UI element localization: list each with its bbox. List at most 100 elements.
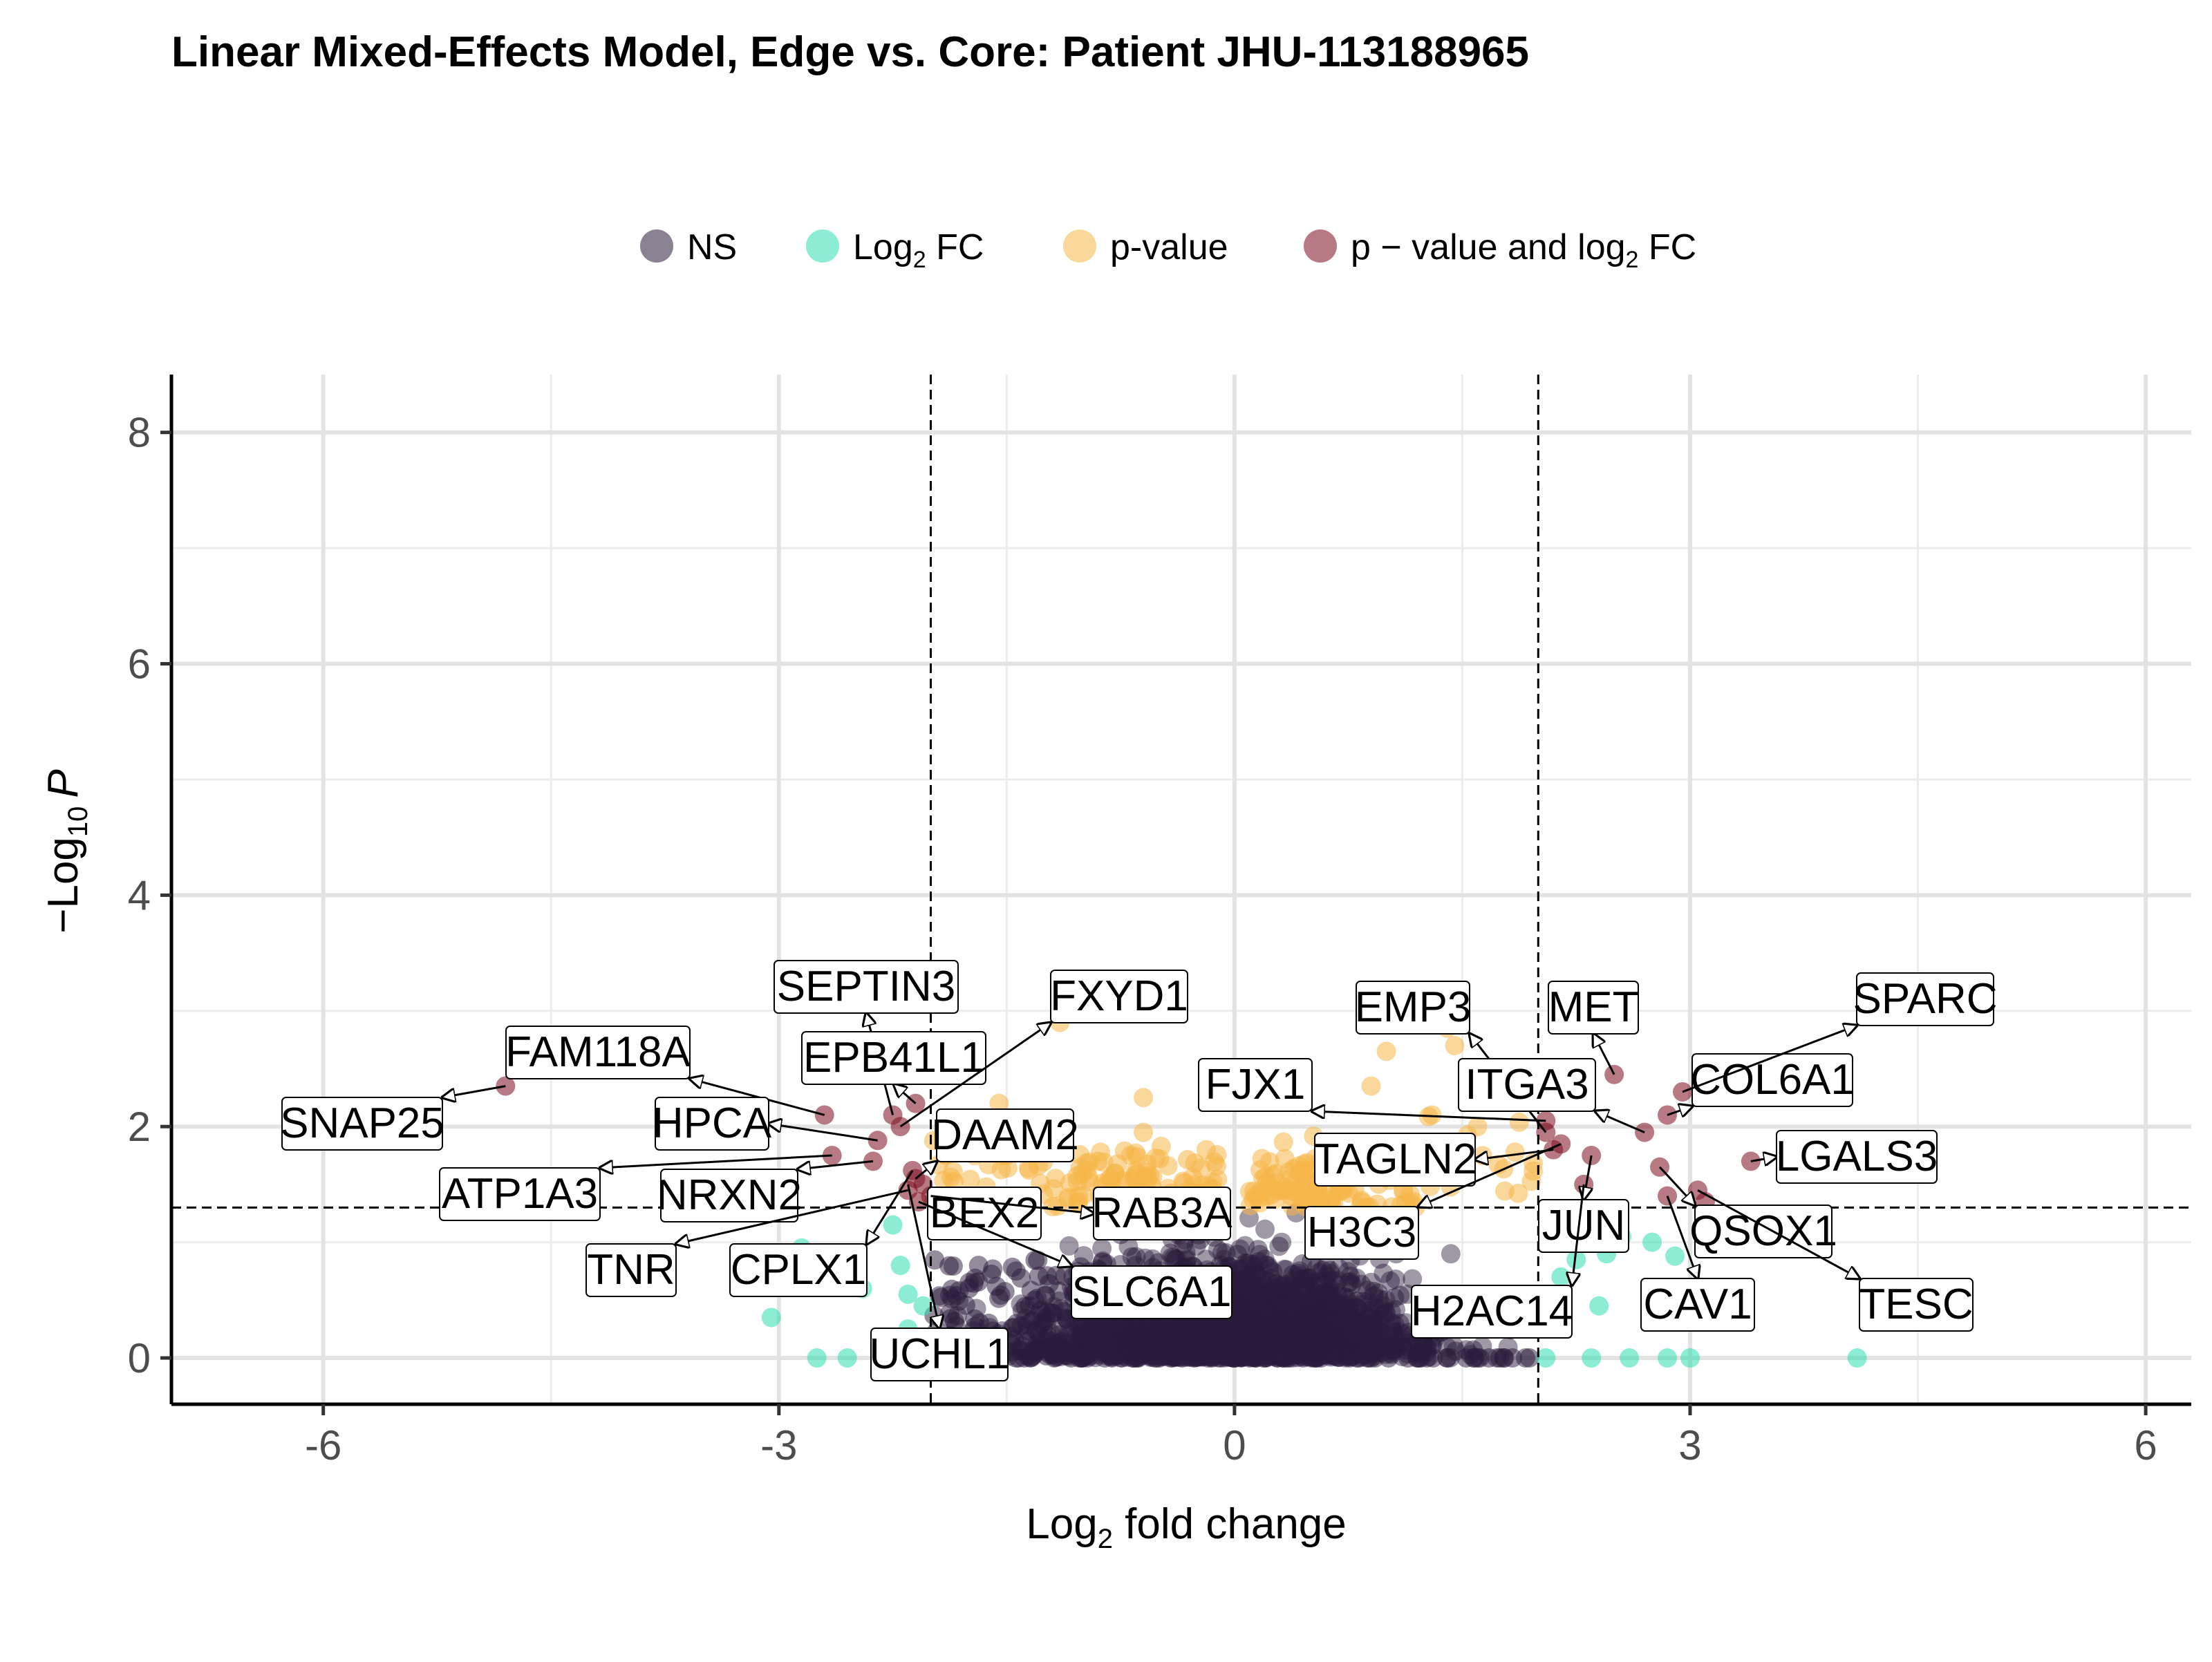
ns-point <box>1165 1325 1185 1345</box>
ns-point <box>1263 1319 1283 1339</box>
ns-point <box>1302 1319 1322 1339</box>
ns-point <box>1232 1319 1253 1339</box>
ns-point <box>1183 1330 1203 1350</box>
ns-point <box>1136 1322 1155 1342</box>
ns-point <box>1293 1294 1313 1314</box>
ns-point <box>1194 1329 1214 1349</box>
ns-point <box>1275 1322 1295 1342</box>
log2fc-point <box>1847 1348 1867 1368</box>
ns-point <box>1121 1325 1140 1345</box>
ns-point <box>1310 1286 1330 1305</box>
ns-point <box>1148 1332 1168 1352</box>
ns-point <box>1264 1313 1284 1333</box>
ns-point <box>1268 1324 1288 1343</box>
ns-point <box>1241 1314 1261 1334</box>
ns-point <box>1174 1332 1194 1352</box>
ns-point <box>1179 1333 1199 1353</box>
ns-point <box>1275 1301 1295 1321</box>
ns-point <box>1239 1285 1259 1305</box>
ns-point <box>1358 1292 1378 1312</box>
ns-point <box>1315 1286 1335 1306</box>
pvalue-point <box>1101 1168 1121 1188</box>
ns-point <box>1200 1322 1220 1342</box>
ns-point <box>1147 1322 1168 1341</box>
ns-point <box>1243 1313 1263 1333</box>
ns-point <box>1302 1302 1322 1322</box>
ns-point <box>1255 1326 1275 1346</box>
ns-point <box>1046 1265 1066 1285</box>
ns-point <box>1248 1329 1268 1348</box>
ns-point <box>1134 1329 1154 1349</box>
gene-label-hpca: HPCA <box>653 1099 772 1147</box>
ns-point <box>1251 1317 1271 1337</box>
ns-point <box>1230 1269 1250 1289</box>
ns-point <box>1272 1321 1292 1341</box>
ns-point <box>1227 1334 1247 1354</box>
ns-point <box>1282 1285 1302 1305</box>
ns-point <box>1283 1299 1303 1319</box>
ns-point <box>1189 1322 1209 1341</box>
ns-point <box>1177 1330 1197 1350</box>
pvalue-point <box>1252 1149 1272 1169</box>
ns-point <box>1246 1329 1266 1349</box>
ns-point <box>1168 1320 1188 1340</box>
ns-point <box>1324 1298 1344 1317</box>
ns-point <box>1316 1272 1335 1292</box>
label-box-h3c3 <box>1304 1206 1419 1260</box>
ns-point <box>1256 1325 1275 1345</box>
ns-point <box>1297 1332 1317 1352</box>
ns-point <box>1232 1324 1252 1344</box>
ns-point <box>1248 1332 1268 1352</box>
ns-point <box>1199 1318 1219 1338</box>
legend-label-both: p − value and log2 FC <box>1351 227 1696 273</box>
ns-point <box>1151 1326 1171 1346</box>
ns-point <box>1296 1303 1316 1323</box>
ns-point <box>1197 1321 1217 1341</box>
ns-point <box>1347 1323 1366 1343</box>
ns-point <box>1230 1301 1250 1321</box>
ns-point <box>1259 1284 1279 1303</box>
ns-point <box>1102 1348 1122 1368</box>
ns-point <box>1253 1319 1273 1339</box>
ns-point <box>1252 1269 1272 1289</box>
pvalue-point <box>1400 1184 1421 1205</box>
ns-point <box>1357 1333 1377 1352</box>
ns-point <box>1391 1323 1411 1343</box>
ns-point <box>1214 1325 1233 1345</box>
ns-point <box>1191 1319 1211 1339</box>
pvalue-point <box>1134 1122 1154 1142</box>
ns-point <box>1260 1295 1280 1315</box>
ns-point <box>1153 1326 1173 1346</box>
ns-point <box>1209 1330 1229 1350</box>
ns-point <box>1224 1319 1244 1339</box>
ns-point <box>1320 1312 1340 1332</box>
ns-point <box>1240 1319 1260 1339</box>
ns-point <box>1197 1327 1217 1347</box>
ns-point <box>1320 1292 1340 1312</box>
ns-point <box>1293 1279 1313 1299</box>
ns-point <box>1176 1315 1196 1334</box>
ns-point <box>1302 1317 1322 1337</box>
y-axis-label-post: P <box>39 769 87 797</box>
label-box-epb41l1 <box>801 1031 986 1085</box>
ns-point <box>1293 1307 1313 1327</box>
ns-point <box>1214 1249 1234 1269</box>
ns-point <box>1363 1310 1383 1330</box>
ns-point <box>1159 1327 1179 1347</box>
ns-point <box>1319 1296 1339 1316</box>
ns-point <box>1203 1316 1222 1336</box>
ns-point <box>1265 1298 1285 1318</box>
ns-point <box>1232 1311 1252 1331</box>
ns-point <box>1278 1297 1298 1317</box>
ns-point <box>1203 1324 1224 1344</box>
gene-label-atp1a3: ATP1A3 <box>442 1170 598 1218</box>
ns-point <box>1230 1239 1250 1259</box>
ns-point <box>1277 1304 1297 1324</box>
gene-label-col6a1: COL6A1 <box>1690 1056 1855 1104</box>
ns-point <box>1243 1281 1263 1301</box>
pvalue-point <box>1094 1152 1114 1172</box>
pvalue-point <box>1313 1185 1333 1205</box>
ns-point <box>1287 1325 1307 1345</box>
ns-point <box>1328 1286 1348 1306</box>
ns-point <box>1284 1316 1304 1335</box>
